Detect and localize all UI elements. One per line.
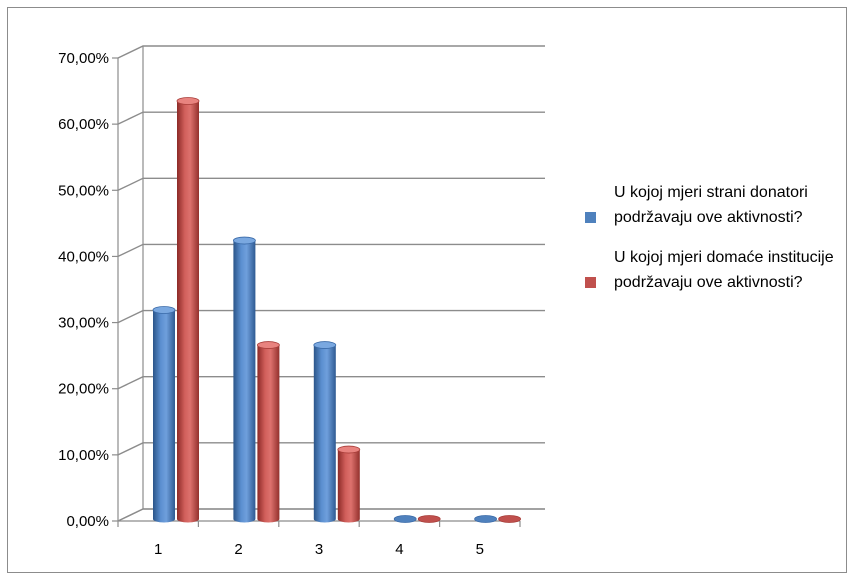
gridline (117, 376, 545, 390)
x-tick-label: 5 (476, 541, 484, 558)
bar-body (233, 240, 256, 523)
gridline (117, 177, 545, 191)
bar-1-series-2 (176, 97, 200, 523)
gridline (117, 309, 545, 324)
legend-label-series-2: U kojoj mjeri domaće institucije podržav… (614, 249, 834, 291)
y-tick-label: 20,00% (58, 381, 109, 398)
gridline (117, 442, 545, 456)
bar-5-series-1 (474, 515, 498, 523)
bar-2-series-2 (256, 341, 280, 523)
bar-top (232, 236, 256, 245)
bar-1-series-1 (152, 306, 176, 523)
bar-top (152, 306, 176, 314)
x-tick-label: 3 (315, 541, 323, 558)
bar-3-series-1 (313, 341, 337, 523)
bar-body (177, 100, 199, 523)
x-axis-ticks: 1 2 3 4 5 (117, 521, 521, 558)
bar-body (153, 309, 175, 523)
legend-item-series-2: U kojoj mjeri domaće institucije podržav… (585, 245, 835, 295)
y-tick-label: 30,00% (58, 315, 109, 332)
bar-2-series-1 (232, 236, 256, 523)
x-tick-label: 2 (234, 541, 242, 558)
bar-body (313, 345, 336, 523)
gridline (117, 243, 545, 258)
bar-4-series-1 (393, 515, 417, 523)
gridlines (117, 45, 545, 522)
bar-5-series-2 (498, 515, 522, 523)
bar-flat (393, 515, 417, 523)
bar-top (176, 97, 200, 105)
legend-swatch-series-1 (585, 212, 596, 223)
gridline (117, 45, 545, 59)
gridline (117, 508, 545, 522)
bar-3-series-2 (337, 445, 361, 523)
legend-label-series-1: U kojoj mjeri strani donatori podržavaju… (614, 184, 808, 226)
x-tick-label: 4 (395, 541, 403, 558)
legend: U kojoj mjeri strani donatori podržavaju… (585, 180, 835, 310)
bar-4-series-2 (417, 515, 441, 523)
y-tick-label: 70,00% (58, 50, 109, 67)
bar-flat (498, 515, 522, 523)
bar-body (257, 345, 280, 523)
legend-item-series-1: U kojoj mjeri strani donatori podržavaju… (585, 180, 835, 230)
bar-flat (417, 515, 441, 523)
bars (152, 97, 522, 523)
gridline (117, 111, 545, 125)
bar-flat (474, 515, 498, 523)
chart-frame (7, 7, 847, 573)
y-tick-label: 0,00% (66, 513, 109, 530)
y-tick-label: 50,00% (58, 182, 109, 199)
x-tick-label: 1 (154, 541, 162, 558)
bar-top (256, 341, 280, 349)
y-tick-label: 10,00% (58, 447, 109, 464)
y-tick-label: 40,00% (58, 248, 109, 265)
bar-top (313, 341, 337, 349)
y-axis-ticks: 0,00% 10,00% 20,00% 30,00% 40,00% 50,00% 60,00… (58, 50, 520, 530)
legend-swatch-series-2 (585, 277, 596, 288)
bar-body (337, 449, 360, 523)
y-tick-label: 60,00% (58, 116, 109, 133)
bar-top (337, 445, 361, 454)
